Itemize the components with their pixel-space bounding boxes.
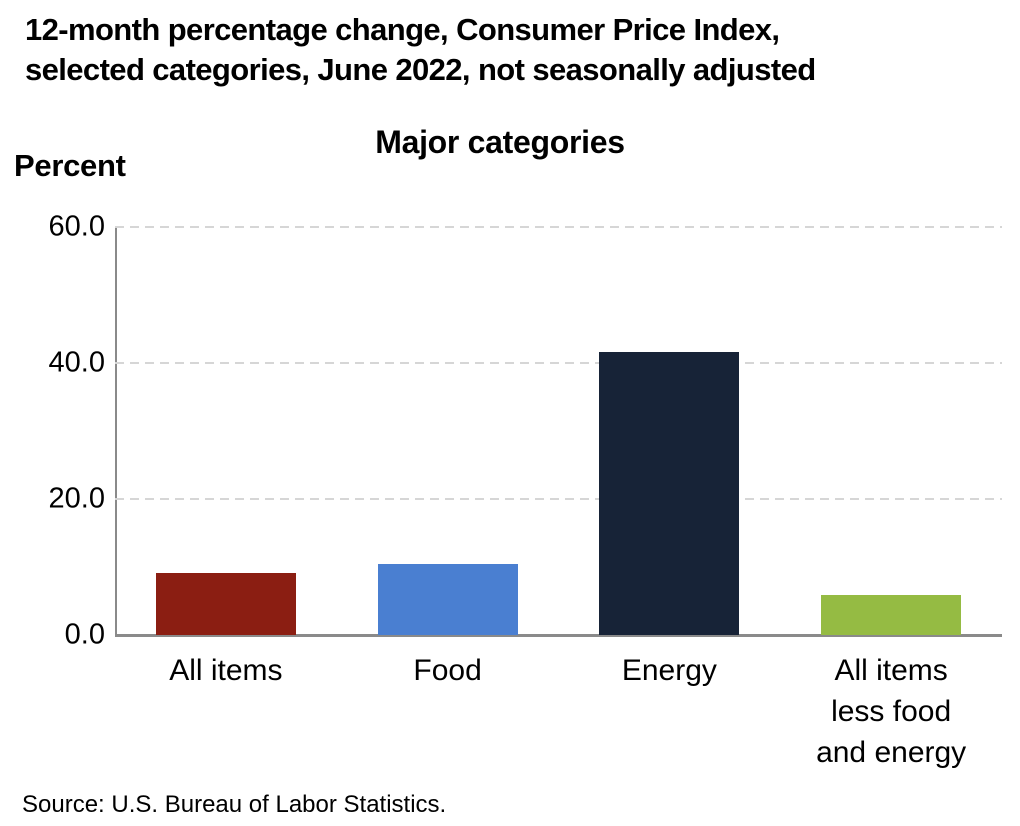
- source-note: Source: U.S. Bureau of Labor Statistics.: [22, 791, 447, 818]
- gridline-60: [115, 226, 1002, 228]
- y-tick-label-60.0: 60.0: [48, 210, 105, 243]
- plot-area: [115, 226, 1002, 637]
- x-tick-label-line: less food: [831, 695, 952, 728]
- gridline-20: [115, 498, 1002, 500]
- y-tick-label-20.0: 20.0: [48, 482, 105, 515]
- bar-all-items-less-food-and-energy: [821, 594, 962, 635]
- x-tick-label-energy: Energy: [549, 650, 791, 691]
- bar-energy: [599, 352, 740, 635]
- x-tick-label-food: Food: [327, 650, 569, 691]
- bar-food: [377, 564, 518, 635]
- x-tick-label-all-items-less-food-and-energy: All items less food and energy: [770, 650, 1012, 773]
- x-tick-label-line: All items: [834, 654, 948, 687]
- figure-title-line-2: selected categories, June 2022, not seas…: [25, 52, 816, 87]
- figure-title-line-1: 12-month percentage change, Consumer Pri…: [25, 12, 780, 47]
- figure-title: 12-month percentage change, Consumer Pri…: [25, 10, 816, 90]
- x-axis-baseline: [115, 634, 1002, 637]
- x-tick-label-all-items: All items: [105, 650, 347, 691]
- chart-title: Major categories: [375, 124, 625, 160]
- y-tick-label-40.0: 40.0: [48, 346, 105, 379]
- x-tick-label-line: Energy: [621, 654, 717, 687]
- y-axis-unit-label: Percent: [14, 148, 126, 183]
- x-tick-label-line: All items: [169, 654, 283, 687]
- y-axis-line: [115, 227, 117, 635]
- x-tick-label-line: Food: [413, 654, 482, 687]
- bar-all-items: [155, 573, 296, 635]
- x-tick-label-line: and energy: [816, 736, 967, 769]
- y-tick-label-0.0: 0.0: [64, 618, 105, 651]
- gridline-40: [115, 362, 1002, 364]
